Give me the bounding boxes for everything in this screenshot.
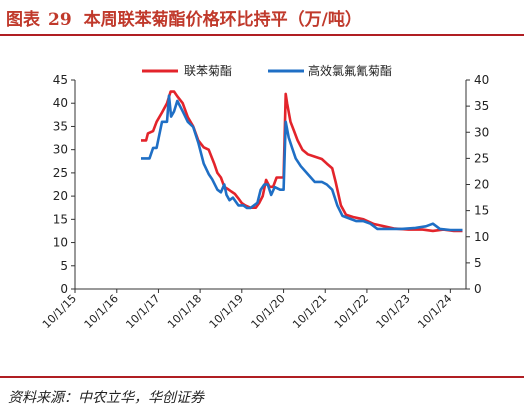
y-right-tick-label: 25 (474, 151, 489, 165)
y-left-tick-label: 0 (60, 282, 68, 296)
figure-number: 29 (48, 10, 72, 30)
y-left-tick-label: 30 (53, 143, 68, 157)
x-tick-label: 10/1/24 (415, 292, 454, 331)
x-tick-label: 10/1/23 (374, 292, 413, 331)
x-tick-label: 10/1/17 (123, 292, 162, 331)
chart-axes: 0 5 10 15 20 25 30 35 40 45 0 5 10 15 20 25 30 35 40 10/1/1… (40, 73, 489, 331)
y-left-tick-label: 15 (53, 212, 68, 226)
series-line-bifenthrin (141, 90, 463, 233)
y-left-tick-label: 35 (53, 119, 68, 133)
y-right-tick-label: 40 (474, 73, 489, 87)
y-left-tick-label: 10 (53, 236, 68, 250)
figure-label: 图表 (6, 10, 40, 30)
x-tick-label: 10/1/20 (249, 292, 288, 331)
series-layer (141, 90, 463, 233)
y-left-tick-label: 5 (60, 259, 68, 273)
bottom-rule (0, 376, 524, 378)
y-left-tick-label: 45 (53, 73, 68, 87)
legend-label: 联苯菊酯 (184, 64, 232, 78)
x-tick-label: 10/1/18 (165, 292, 204, 331)
x-tick-label: 10/1/15 (40, 292, 79, 331)
y-left-tick-label: 25 (53, 166, 68, 180)
y-right-tick-label: 0 (474, 282, 482, 296)
figure-title: 图表 29 本周联苯菊酯价格环比持平（万/吨） (6, 5, 362, 30)
y-right-tick-label: 20 (474, 178, 489, 192)
x-tick-label: 10/1/16 (82, 292, 121, 331)
y-left-tick-label: 40 (53, 96, 68, 110)
y-right-tick-label: 15 (474, 204, 489, 218)
series-line-lambda-cyhalothrin (141, 94, 463, 232)
legend-label: 高效氯氟氰菊酯 (308, 63, 392, 78)
y-left-tick-label: 20 (53, 189, 68, 203)
y-right-tick-label: 10 (474, 230, 489, 244)
source-note: 资料来源：中农立华，华创证券 (8, 390, 204, 406)
y-right-tick-label: 30 (474, 125, 489, 139)
y-right-tick-label: 35 (474, 99, 489, 113)
y-right-tick-label: 5 (474, 256, 482, 270)
top-rule (0, 34, 524, 36)
figure-title-text: 本周联苯菊酯价格环比持平（万/吨） (83, 10, 362, 30)
chart-legend: 联苯菊酯 高效氯氟氰菊酯 (142, 63, 392, 78)
x-tick-label: 10/1/21 (290, 292, 329, 331)
x-tick-label: 10/1/22 (332, 292, 371, 331)
x-tick-label: 10/1/19 (207, 292, 246, 331)
